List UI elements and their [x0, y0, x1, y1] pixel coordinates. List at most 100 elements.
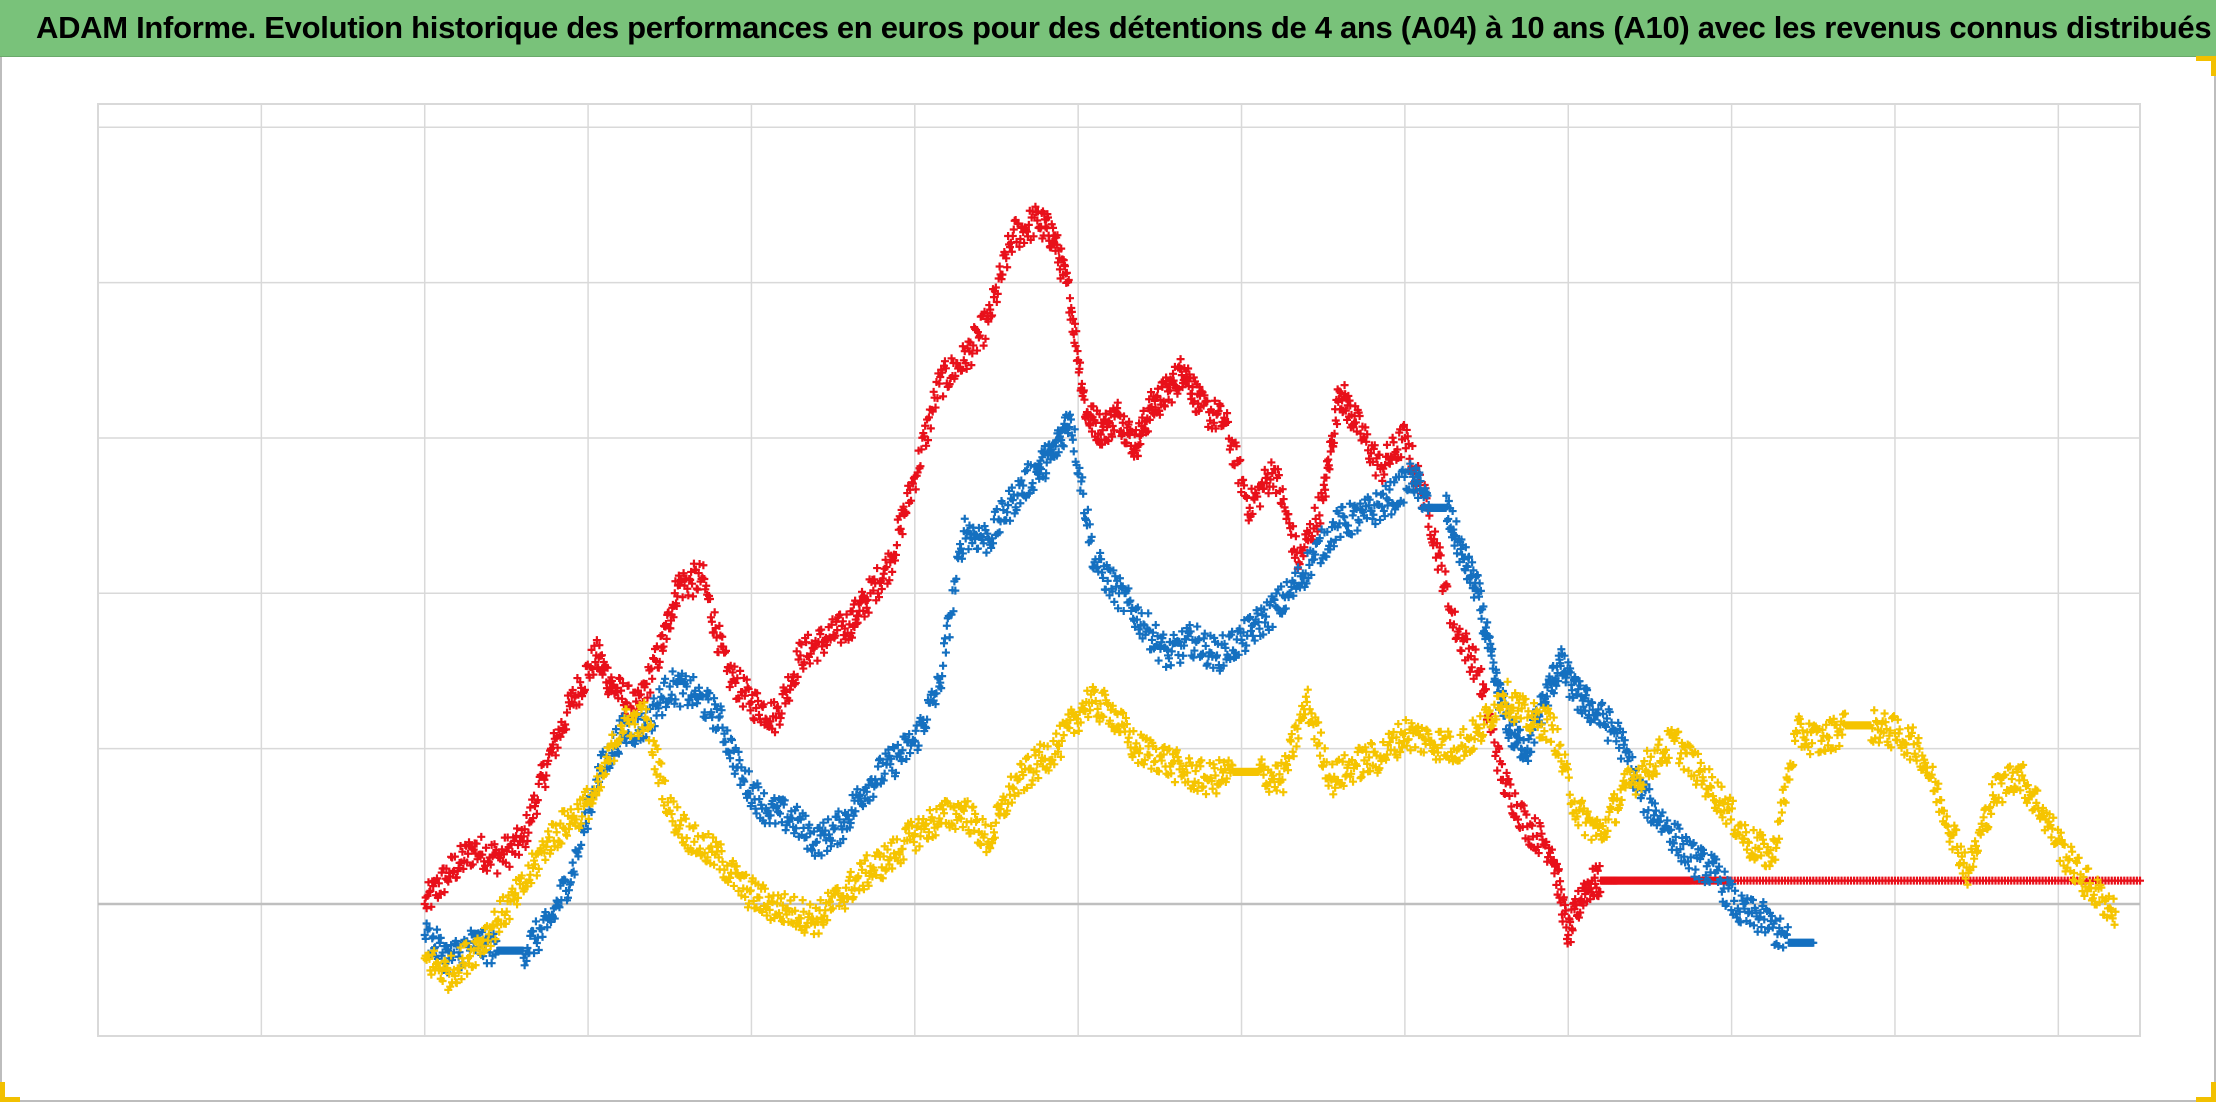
- data-point: [1435, 543, 1444, 552]
- data-point: [926, 424, 935, 433]
- data-point: [938, 368, 947, 377]
- data-point: [501, 858, 510, 867]
- data-point: [1002, 254, 1011, 263]
- data-point: [1432, 539, 1441, 548]
- data-point: [1470, 655, 1479, 664]
- data-point: [729, 881, 738, 890]
- data-point: [1052, 729, 1061, 738]
- data-point: [907, 496, 916, 505]
- data-point: [1530, 814, 1539, 823]
- data-point: [1431, 553, 1440, 562]
- data-point: [533, 796, 542, 805]
- data-point: [1210, 396, 1219, 405]
- data-point: [595, 641, 604, 650]
- data-point: [529, 814, 538, 823]
- data-point: [548, 740, 557, 749]
- data-point: [1441, 567, 1450, 576]
- data-point: [979, 341, 988, 350]
- data-point: [718, 632, 727, 641]
- data-point: [969, 341, 978, 350]
- data-point: [1109, 426, 1118, 435]
- data-point: [806, 649, 815, 658]
- data-point: [552, 828, 561, 837]
- data-point: [1385, 459, 1394, 468]
- data-point: [689, 592, 698, 601]
- data-point: [1060, 262, 1069, 271]
- data-point: [803, 630, 812, 639]
- data-point: [769, 712, 778, 721]
- data-point: [770, 698, 779, 707]
- data-point: [923, 436, 932, 445]
- data-point: [864, 608, 873, 617]
- data-point: [1791, 736, 1800, 745]
- data-point: [1155, 410, 1164, 419]
- data-point: [694, 569, 703, 578]
- data-point: [541, 855, 550, 864]
- data-point: [981, 334, 990, 343]
- data-point: [702, 581, 711, 590]
- data-point: [1446, 619, 1455, 628]
- data-point: [1055, 265, 1064, 274]
- data-point: [1176, 658, 1185, 667]
- data-point: [1399, 420, 1408, 429]
- data-point: [1317, 728, 1325, 737]
- data-point: [1319, 480, 1328, 489]
- data-point: [573, 674, 582, 683]
- data-point: [568, 858, 577, 867]
- data-point: [942, 621, 951, 630]
- data-point: [1330, 429, 1339, 438]
- data-point: [874, 593, 883, 602]
- data-point: [1098, 440, 1107, 449]
- data-point: [842, 610, 851, 619]
- data-point: [598, 670, 607, 679]
- data-point: [481, 861, 490, 870]
- data-point: [1300, 543, 1309, 552]
- data-point: [1325, 465, 1334, 474]
- data-point: [1057, 244, 1066, 253]
- data-point: [1565, 790, 1574, 799]
- data-point: [1274, 471, 1283, 480]
- data-point: [1301, 692, 1310, 701]
- data-point: [468, 860, 477, 869]
- data-point: [1044, 213, 1052, 222]
- data-point: [1344, 391, 1353, 400]
- data-point: [434, 879, 443, 888]
- data-point: [1079, 386, 1088, 395]
- data-point: [700, 574, 709, 583]
- data-point: [1401, 444, 1410, 453]
- data-point: [591, 658, 600, 667]
- data-point: [895, 512, 904, 521]
- data-point: [1366, 449, 1375, 458]
- data-point: [603, 663, 612, 672]
- data-point: [1189, 373, 1198, 382]
- data-point: [735, 756, 744, 765]
- data-point: [957, 366, 966, 375]
- data-point: [736, 666, 745, 675]
- data-point: [1204, 422, 1213, 431]
- data-point: [1705, 765, 1714, 774]
- data-point: [1282, 578, 1291, 587]
- data-point: [1230, 461, 1239, 470]
- data-point: [1333, 420, 1342, 429]
- data-point: [1424, 522, 1433, 531]
- data-point: [940, 634, 949, 643]
- data-point: [1341, 406, 1350, 415]
- data-point: [860, 612, 869, 621]
- data-point: [1378, 476, 1387, 485]
- data-point: [522, 811, 531, 820]
- data-point: [1349, 419, 1358, 428]
- data-point: [744, 684, 753, 693]
- data-point: [753, 689, 762, 698]
- plot-area: [97, 103, 2141, 1037]
- data-point: [1611, 818, 1620, 827]
- data-point: [695, 560, 704, 569]
- data-point: [530, 791, 539, 800]
- data-point: [678, 689, 687, 698]
- data-point: [1528, 821, 1537, 830]
- data-point: [1145, 415, 1154, 424]
- data-point: [672, 601, 681, 610]
- data-point: [1450, 607, 1459, 616]
- data-point: [791, 678, 800, 687]
- data-point: [658, 631, 667, 640]
- data-point: [709, 628, 718, 637]
